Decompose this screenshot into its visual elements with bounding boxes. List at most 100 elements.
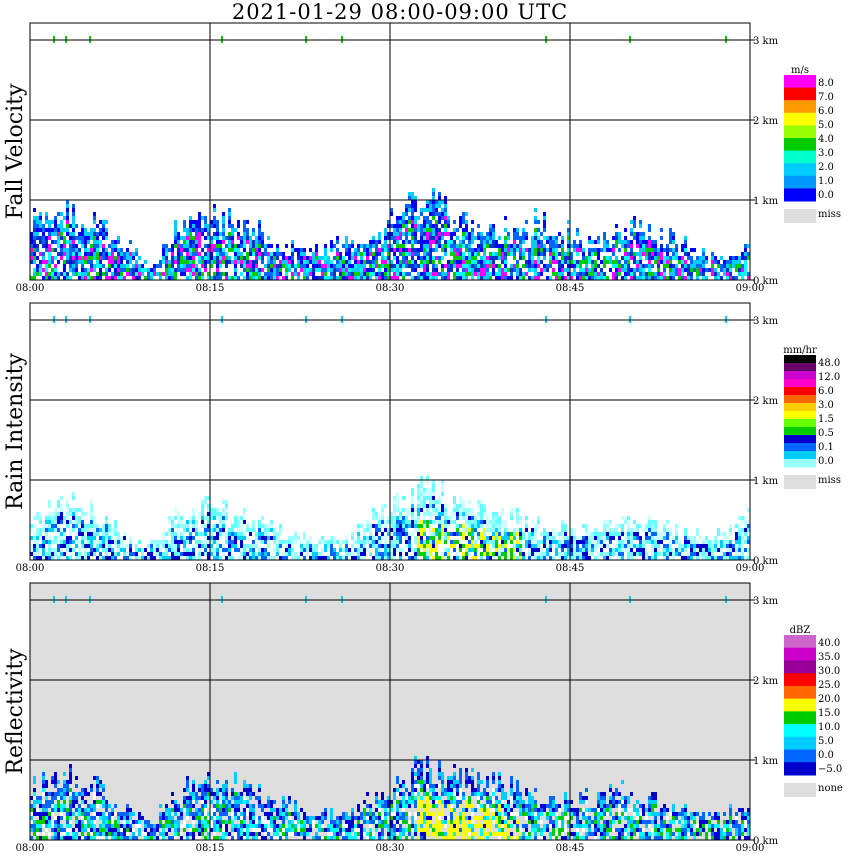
echo-cell: [651, 520, 654, 524]
echo-cell: [360, 556, 363, 560]
echo-cell: [522, 552, 525, 556]
echo-cell: [171, 548, 174, 552]
echo-cell: [210, 236, 213, 240]
echo-cell: [681, 272, 684, 276]
echo-cell: [597, 532, 600, 536]
echo-cell: [495, 532, 498, 536]
echo-cell: [69, 824, 72, 828]
echo-cell: [225, 244, 228, 248]
echo-cell: [219, 812, 222, 816]
echo-cell: [360, 540, 363, 544]
echo-cell: [561, 248, 564, 252]
echo-cell: [57, 536, 60, 540]
echo-cell: [141, 272, 144, 276]
echo-cell: [423, 512, 426, 516]
echo-cell: [414, 508, 417, 512]
echo-cell: [579, 260, 582, 264]
echo-cell: [477, 272, 480, 276]
echo-cell: [519, 516, 522, 520]
echo-cell: [663, 272, 666, 276]
echo-cell: [216, 528, 219, 532]
echo-cell: [426, 480, 429, 484]
echo-cell: [627, 528, 630, 532]
echo-cell: [243, 260, 246, 264]
echo-cell: [180, 260, 183, 264]
echo-cell: [633, 268, 636, 272]
echo-cell: [555, 252, 558, 256]
echo-cell: [165, 276, 168, 280]
echo-cell: [255, 536, 258, 540]
echo-cell: [651, 524, 654, 528]
echo-cell: [150, 272, 153, 276]
echo-cell: [492, 512, 495, 516]
echo-cell: [210, 512, 213, 516]
echo-cell: [303, 544, 306, 548]
echo-cell: [276, 552, 279, 556]
echo-cell: [237, 524, 240, 528]
echo-cell: [90, 524, 93, 528]
echo-cell: [186, 236, 189, 240]
echo-cell: [177, 816, 180, 820]
echo-cell: [669, 228, 672, 232]
echo-cell: [615, 532, 618, 536]
echo-cell: [543, 544, 546, 548]
echo-cell: [387, 256, 390, 260]
echo-cell: [549, 264, 552, 268]
echo-cell: [102, 232, 105, 236]
echo-cell: [276, 544, 279, 548]
echo-cell: [426, 520, 429, 524]
echo-cell: [621, 244, 624, 248]
echo-cell: [114, 836, 117, 840]
echo-cell: [249, 824, 252, 828]
echo-cell: [426, 216, 429, 220]
echo-cell: [660, 244, 663, 248]
echo-cell: [747, 528, 750, 532]
echo-cell: [87, 240, 90, 244]
echo-cell: [222, 788, 225, 792]
echo-cell: [213, 232, 216, 236]
echo-cell: [69, 800, 72, 804]
echo-cell: [36, 268, 39, 272]
echo-cell: [333, 556, 336, 560]
echo-cell: [504, 264, 507, 268]
echo-cell: [66, 812, 69, 816]
echo-cell: [366, 260, 369, 264]
echo-cell: [81, 272, 84, 276]
echo-cell: [624, 536, 627, 540]
echo-cell: [426, 524, 429, 528]
echo-cell: [522, 276, 525, 280]
echo-cell: [420, 236, 423, 240]
echo-cell: [84, 820, 87, 824]
echo-cell: [192, 536, 195, 540]
echo-cell: [93, 776, 96, 780]
echo-cell: [84, 256, 87, 260]
echo-cell: [114, 828, 117, 832]
echo-cell: [723, 540, 726, 544]
echo-cell: [195, 556, 198, 560]
echo-cell: [72, 252, 75, 256]
echo-cell: [582, 548, 585, 552]
echo-cell: [468, 260, 471, 264]
echo-cell: [96, 240, 99, 244]
echo-cell: [84, 836, 87, 840]
echo-cell: [72, 212, 75, 216]
echo-cell: [600, 268, 603, 272]
echo-cell: [210, 536, 213, 540]
echo-cell: [48, 552, 51, 556]
echo-cell: [63, 268, 66, 272]
echo-cell: [657, 276, 660, 280]
echo-cell: [633, 236, 636, 240]
echo-cell: [630, 528, 633, 532]
echo-cell: [201, 540, 204, 544]
echo-cell: [90, 260, 93, 264]
echo-cell: [249, 236, 252, 240]
echo-cell: [42, 268, 45, 272]
echo-cell: [264, 524, 267, 528]
echo-cell: [414, 204, 417, 208]
echo-cell: [522, 248, 525, 252]
echo-cell: [261, 540, 264, 544]
echo-cell: [699, 544, 702, 548]
echo-cell: [534, 272, 537, 276]
echo-cell: [489, 244, 492, 248]
echo-cell: [126, 832, 129, 836]
